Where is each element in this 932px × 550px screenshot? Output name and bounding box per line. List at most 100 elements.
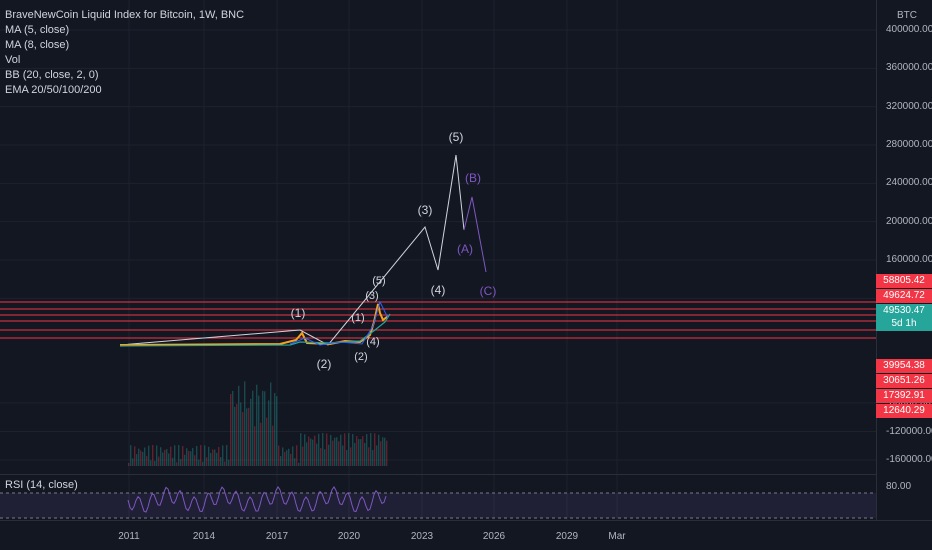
volume-bar xyxy=(372,450,374,466)
volume-bar xyxy=(352,433,354,466)
volume-bar xyxy=(164,449,166,466)
volume-bar xyxy=(368,447,370,466)
chart-title[interactable]: BraveNewCoin Liquid Index for Bitcoin, 1… xyxy=(5,9,245,21)
volume-bar xyxy=(344,433,346,466)
volume-bar xyxy=(254,426,256,466)
indicator-bb[interactable]: BB (20, close, 2, 0) xyxy=(5,69,99,81)
wave-label: (3) xyxy=(417,203,433,217)
indicator-ma5[interactable]: MA (5, close) xyxy=(5,24,70,36)
axis-unit-label: BTC xyxy=(897,10,917,21)
price-series xyxy=(119,300,391,347)
rsi-band xyxy=(0,493,876,518)
volume-bar xyxy=(318,433,320,466)
volume-bar xyxy=(138,448,140,466)
volume-bar xyxy=(156,445,158,466)
volume-bar xyxy=(238,385,240,466)
volume-bar xyxy=(312,439,314,466)
volume-bars xyxy=(128,381,388,466)
wave-label: (B) xyxy=(465,171,481,185)
volume-bar xyxy=(358,439,360,466)
time-axis-tick: 2020 xyxy=(337,531,361,542)
volume-bar xyxy=(274,392,276,466)
volume-bar xyxy=(230,394,232,466)
volume-bar xyxy=(374,433,376,466)
volume-bar xyxy=(206,457,208,466)
sub-wave-label: (5) xyxy=(372,275,386,287)
volume-bar xyxy=(338,441,340,466)
volume-bar xyxy=(252,390,254,466)
indicator-ema[interactable]: EMA 20/50/100/200 xyxy=(5,84,102,96)
price-tag-label: 49530.47 xyxy=(876,304,932,318)
price-axis-tick: 320000.00 xyxy=(886,100,932,112)
volume-bar xyxy=(166,449,168,466)
volume-bar xyxy=(194,455,196,466)
volume-bar xyxy=(250,398,252,466)
rsi-line xyxy=(127,486,387,513)
time-axis-tick: Mar xyxy=(608,531,626,542)
wave-label: (1) xyxy=(290,306,306,320)
volume-bar xyxy=(334,437,336,466)
volume-bar xyxy=(134,446,136,466)
volume-bar xyxy=(258,395,260,466)
volume-bar xyxy=(386,440,388,466)
volume-bar xyxy=(162,452,164,466)
volume-bar xyxy=(322,433,324,466)
volume-bar xyxy=(130,445,132,466)
volume-bar xyxy=(308,436,310,466)
wave-label: (4) xyxy=(430,283,446,297)
volume-bar xyxy=(190,451,192,466)
volume-bar xyxy=(236,404,238,466)
volume-bar xyxy=(294,458,296,466)
volume-bar xyxy=(268,400,270,466)
volume-bar xyxy=(182,446,184,466)
volume-bar xyxy=(260,422,262,466)
volume-bar xyxy=(326,433,328,466)
volume-bar xyxy=(234,406,236,466)
volume-bar xyxy=(218,446,220,466)
volume-bar xyxy=(314,435,316,466)
volume-bar xyxy=(266,417,268,466)
time-axis-tick: 2017 xyxy=(265,531,289,542)
volume-bar xyxy=(330,435,332,466)
volume-bar xyxy=(154,461,156,466)
price-axis-tick: 200000.00 xyxy=(886,215,932,227)
volume-bar xyxy=(316,443,318,466)
time-axis-tick: 2023 xyxy=(410,531,434,542)
volume-bar xyxy=(282,447,284,466)
sub-wave-label: (3) xyxy=(365,290,379,302)
sub-wave-label: (1) xyxy=(351,312,365,324)
rsi-pane xyxy=(0,486,876,519)
volume-bar xyxy=(298,462,300,466)
price-tag-label: 49624.72 xyxy=(876,289,932,303)
rsi-level-label: 80.00 xyxy=(886,481,912,492)
volume-bar xyxy=(350,447,352,466)
rsi-title[interactable]: RSI (14, close) xyxy=(5,479,78,491)
wave-path-correction xyxy=(463,196,487,273)
wave-label: (2) xyxy=(316,357,332,371)
indicator-vol[interactable]: Vol xyxy=(5,54,21,66)
volume-bar xyxy=(300,433,302,466)
volume-bar xyxy=(278,445,280,466)
indicator-ma8[interactable]: MA (8, close) xyxy=(5,39,70,51)
volume-bar xyxy=(246,408,248,466)
volume-bar xyxy=(210,453,212,466)
wave-path-main xyxy=(119,154,465,346)
volume-bar xyxy=(290,453,292,466)
time-axis-tick: 2026 xyxy=(482,531,506,542)
volume-bar xyxy=(226,445,228,466)
price-tag-label: 30651.26 xyxy=(876,374,932,388)
volume-bar xyxy=(362,436,364,466)
volume-bar xyxy=(384,437,386,466)
volume-bar xyxy=(304,434,306,466)
volume-bar xyxy=(248,407,250,466)
volume-bar xyxy=(216,452,218,466)
volume-bar xyxy=(222,445,224,466)
volume-bar xyxy=(328,444,330,466)
time-axis-tick: 2014 xyxy=(192,531,216,542)
sub-wave-label: (2) xyxy=(354,351,368,363)
volume-bar xyxy=(186,448,188,466)
volume-bar xyxy=(212,449,214,466)
volume-bar xyxy=(376,445,378,466)
